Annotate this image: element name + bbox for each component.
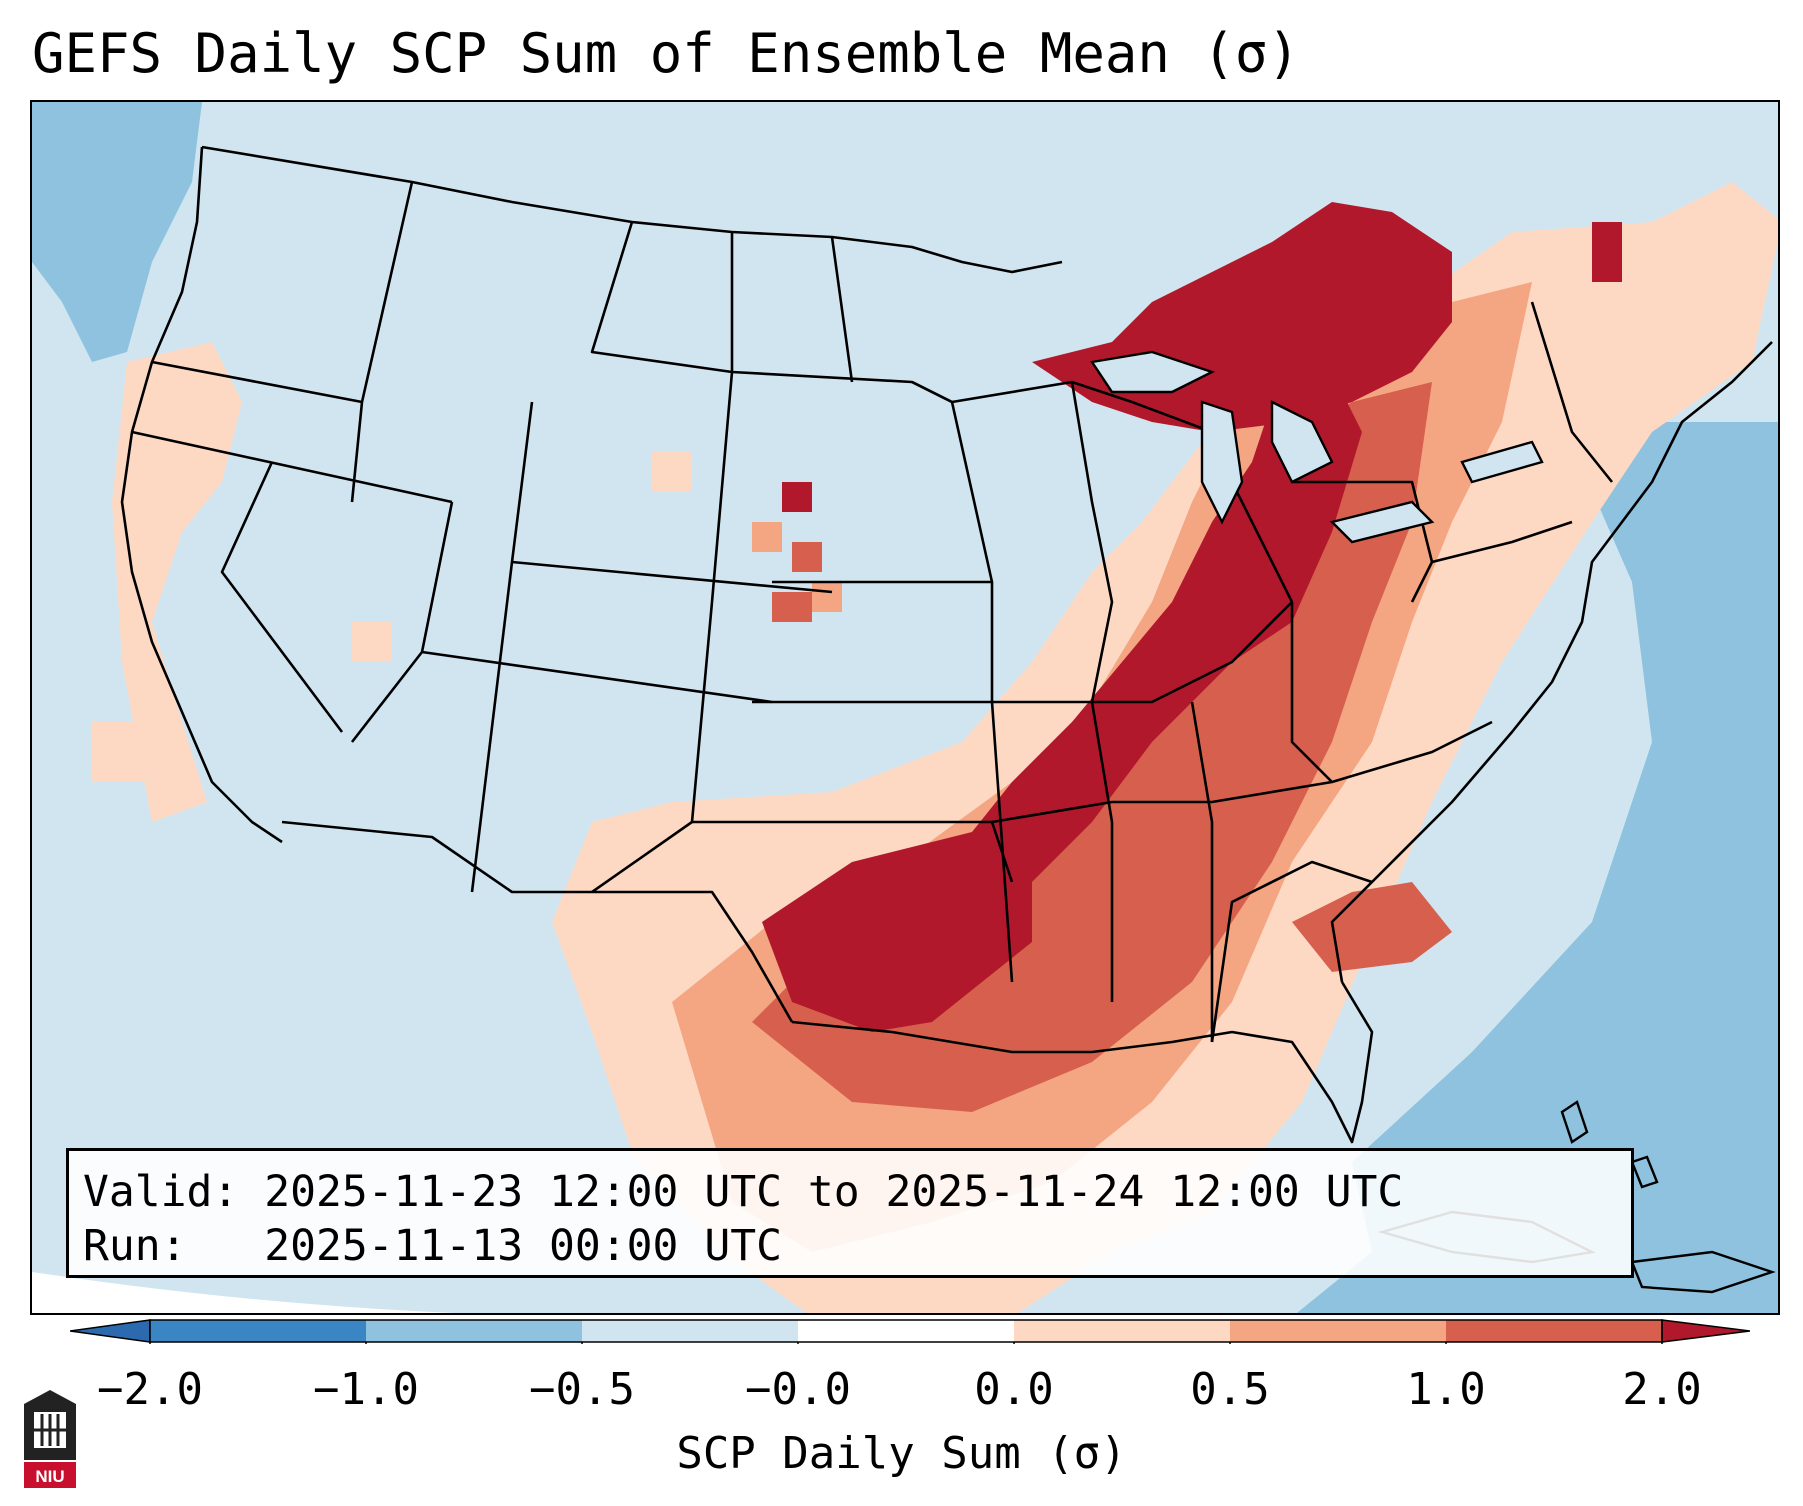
colorbar-tick-label: −0.5 [529,1364,635,1415]
colorbar-tick-marks [149,1342,1663,1344]
map-panel [30,100,1780,1315]
map-title: GEFS Daily SCP Sum of Ensemble Mean (σ) [32,22,1300,85]
colorbar-tick-label: 2.0 [1622,1364,1702,1415]
colorbar-over-arrow [1661,1319,1750,1343]
colorbar-outline [149,1319,1663,1343]
colorbar-bin [1446,1320,1662,1342]
colorbar-bin [1230,1320,1446,1342]
colorbar-bin [582,1320,798,1342]
projection-edge [32,1272,454,1313]
colorbar-tick-label: 0.0 [974,1364,1054,1415]
colorbar-under-arrow [70,1319,151,1343]
colorbar-bin [150,1320,366,1342]
colorbar-tick-label: −0.0 [745,1364,851,1415]
colorbar-bin [798,1320,1014,1342]
valid-run-info-box: Valid: 2025-11-23 12:00 UTC to 2025-11-2… [66,1148,1634,1278]
map-canvas [32,102,1778,1313]
colorbar-tick-label: −1.0 [313,1364,419,1415]
colorbar-bin [366,1320,582,1342]
colorbar-tick-label: −2.0 [97,1364,203,1415]
colorbar-label: SCP Daily Sum (σ) [676,1428,1127,1479]
negative-anomaly-regions [32,102,1778,1313]
great-lakes [1089,350,1544,544]
colorbar-bin [1014,1320,1230,1342]
colorbar-tick-label: 1.0 [1406,1364,1486,1415]
colorbar-tick-label: 0.5 [1190,1364,1270,1415]
niu-logo: NIU [24,1390,76,1488]
niu-logo-banner [24,1462,76,1488]
run-time-text: Run: 2025-11-13 00:00 UTC [83,1221,782,1271]
niu-logo-text: NIU [35,1467,64,1486]
valid-time-text: Valid: 2025-11-23 12:00 UTC to 2025-11-2… [83,1167,1404,1217]
colorbar [70,1319,1750,1344]
niu-logo-window-icon [34,1414,66,1446]
